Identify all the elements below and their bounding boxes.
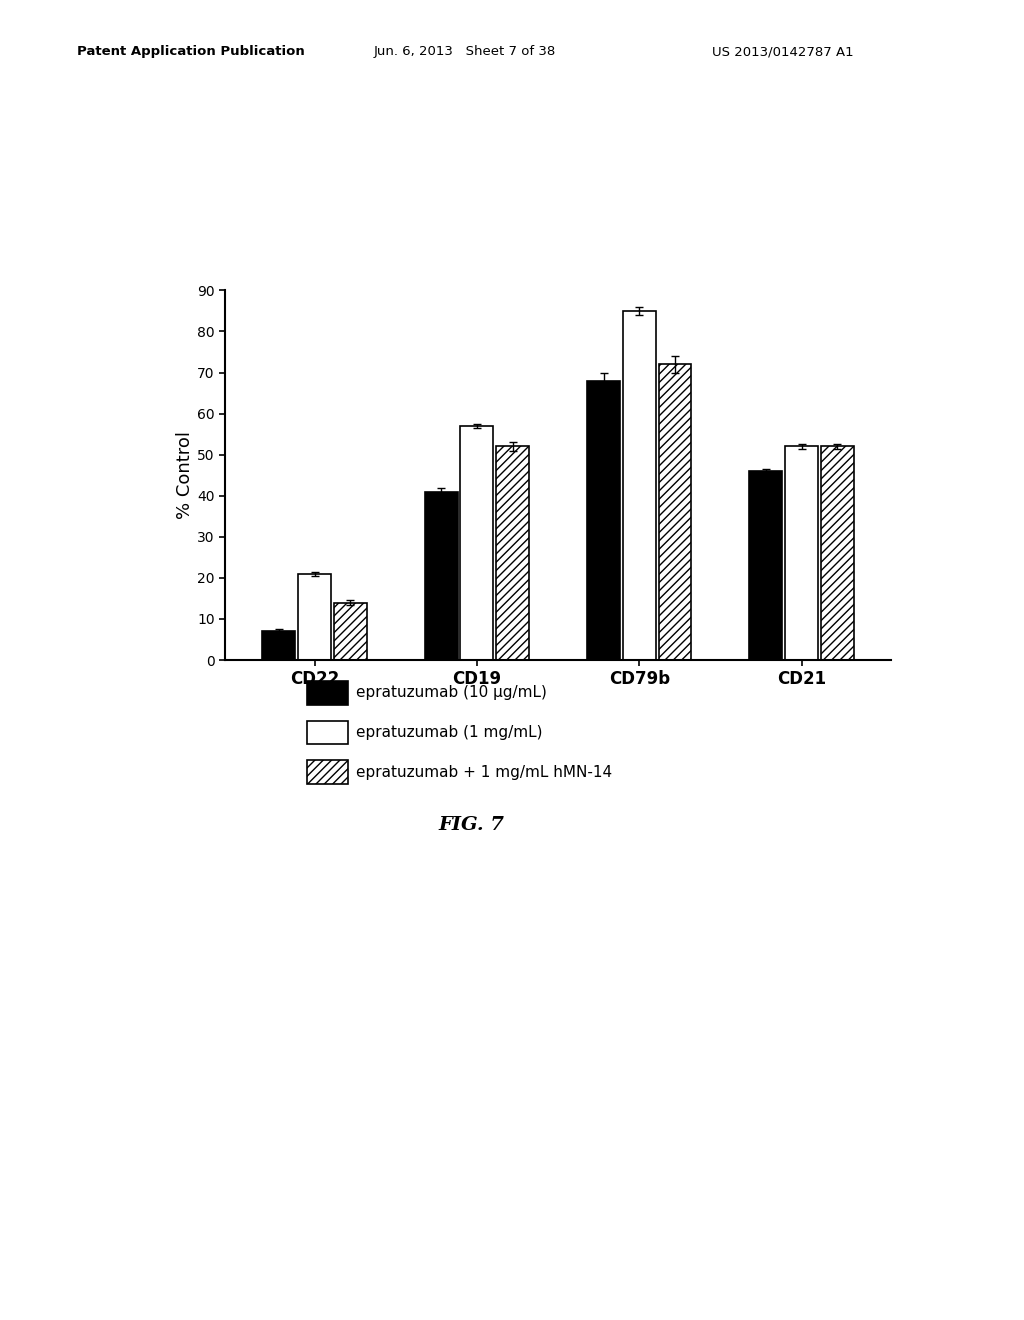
Bar — [658, 364, 691, 660]
Text: Patent Application Publication: Patent Application Publication — [77, 45, 304, 58]
Text: Jun. 6, 2013   Sheet 7 of 38: Jun. 6, 2013 Sheet 7 of 38 — [374, 45, 556, 58]
Text: epratuzumab + 1 mg/mL hMN-14: epratuzumab + 1 mg/mL hMN-14 — [356, 764, 612, 780]
Bar — [785, 446, 818, 660]
Y-axis label: % Control: % Control — [176, 432, 195, 519]
Text: epratuzumab (10 μg/mL): epratuzumab (10 μg/mL) — [356, 685, 547, 701]
Text: epratuzumab (1 mg/mL): epratuzumab (1 mg/mL) — [356, 725, 543, 741]
Bar — [334, 602, 367, 660]
Bar — [461, 426, 494, 660]
Bar — [262, 631, 295, 660]
Bar — [587, 380, 620, 660]
Bar — [425, 491, 458, 660]
Bar — [623, 312, 655, 660]
Bar — [821, 446, 854, 660]
Bar — [497, 446, 529, 660]
Bar — [750, 471, 782, 660]
Text: US 2013/0142787 A1: US 2013/0142787 A1 — [712, 45, 853, 58]
Text: FIG. 7: FIG. 7 — [438, 816, 504, 834]
Bar — [298, 574, 331, 660]
